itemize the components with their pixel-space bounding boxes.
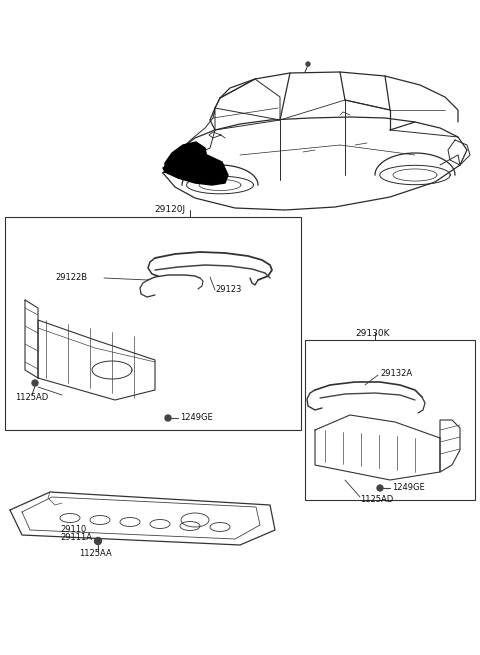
- Circle shape: [165, 415, 171, 421]
- Text: 29130K: 29130K: [355, 329, 389, 337]
- Text: 1125AD: 1125AD: [360, 495, 393, 504]
- Text: 1125AA: 1125AA: [79, 548, 111, 557]
- Text: 29122B: 29122B: [55, 274, 87, 282]
- Text: 29120J: 29120J: [155, 206, 186, 214]
- Circle shape: [306, 62, 310, 66]
- Circle shape: [95, 538, 101, 544]
- Text: 29123: 29123: [215, 286, 241, 295]
- Text: 1249GE: 1249GE: [392, 483, 425, 493]
- Circle shape: [377, 485, 383, 491]
- Text: 29111A: 29111A: [60, 534, 92, 542]
- Text: 1249GE: 1249GE: [180, 413, 213, 422]
- Polygon shape: [163, 155, 228, 185]
- Text: 29132A: 29132A: [380, 369, 412, 377]
- Bar: [5, 217, 301, 430]
- Text: 29110: 29110: [60, 525, 86, 534]
- Circle shape: [32, 380, 38, 386]
- Polygon shape: [165, 142, 207, 178]
- Bar: [305, 340, 475, 500]
- Text: 1125AD: 1125AD: [15, 394, 48, 403]
